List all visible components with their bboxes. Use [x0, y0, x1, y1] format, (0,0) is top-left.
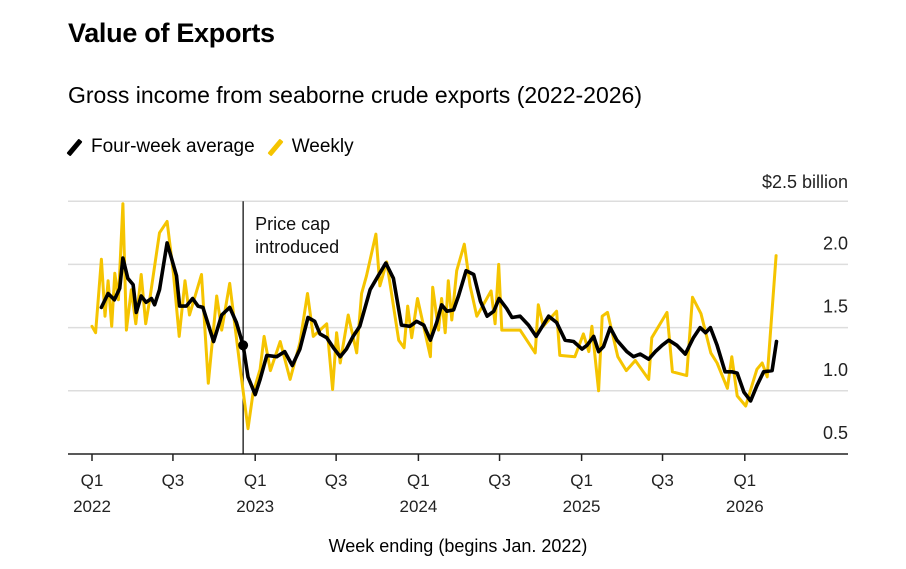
x-tick-quarter: Q3 — [325, 471, 348, 490]
price-cap-marker — [238, 340, 249, 351]
x-tick-quarter: Q3 — [162, 471, 185, 490]
y-tick-label: 1.0 — [823, 360, 848, 380]
price-cap-annotation: introduced — [255, 237, 339, 257]
x-tick-quarter: Q1 — [244, 471, 267, 490]
legend-label: Four-week average — [91, 136, 255, 157]
x-tick-quarter: Q1 — [733, 471, 756, 490]
x-tick-year: 2025 — [563, 497, 601, 516]
legend-item-four-week-average: Four-week average — [66, 136, 255, 158]
four-week-average-line — [99, 241, 779, 403]
legend-label: Weekly — [291, 136, 354, 157]
x-tick-quarter: Q1 — [407, 471, 430, 490]
x-tick-quarter: Q3 — [488, 471, 511, 490]
weekly-series-line — [90, 202, 778, 431]
legend: Four-week average Weekly — [66, 136, 368, 158]
x-tick-quarter: Q3 — [651, 471, 674, 490]
x-tick-year: 2026 — [726, 497, 764, 516]
y-tick-label: 2.0 — [823, 233, 848, 253]
x-tick-year: 2022 — [73, 497, 111, 516]
chart-title: Value of Exports — [68, 18, 275, 48]
x-tick-year: 2023 — [236, 497, 274, 516]
price-cap-annotation: Price cap — [255, 214, 330, 234]
legend-item-weekly: Weekly — [267, 136, 354, 158]
chart-subtitle: Gross income from seaborne crude exports… — [68, 82, 643, 108]
y-tick-label: $2.5 billion — [762, 172, 848, 192]
x-axis-label: Week ending (begins Jan. 2022) — [328, 536, 588, 556]
x-tick-quarter: Q1 — [570, 471, 593, 490]
y-tick-label: 1.5 — [823, 297, 848, 317]
x-tick-year: 2024 — [399, 497, 437, 516]
x-tick-quarter: Q1 — [81, 471, 104, 490]
y-tick-label: 0.5 — [823, 423, 848, 443]
